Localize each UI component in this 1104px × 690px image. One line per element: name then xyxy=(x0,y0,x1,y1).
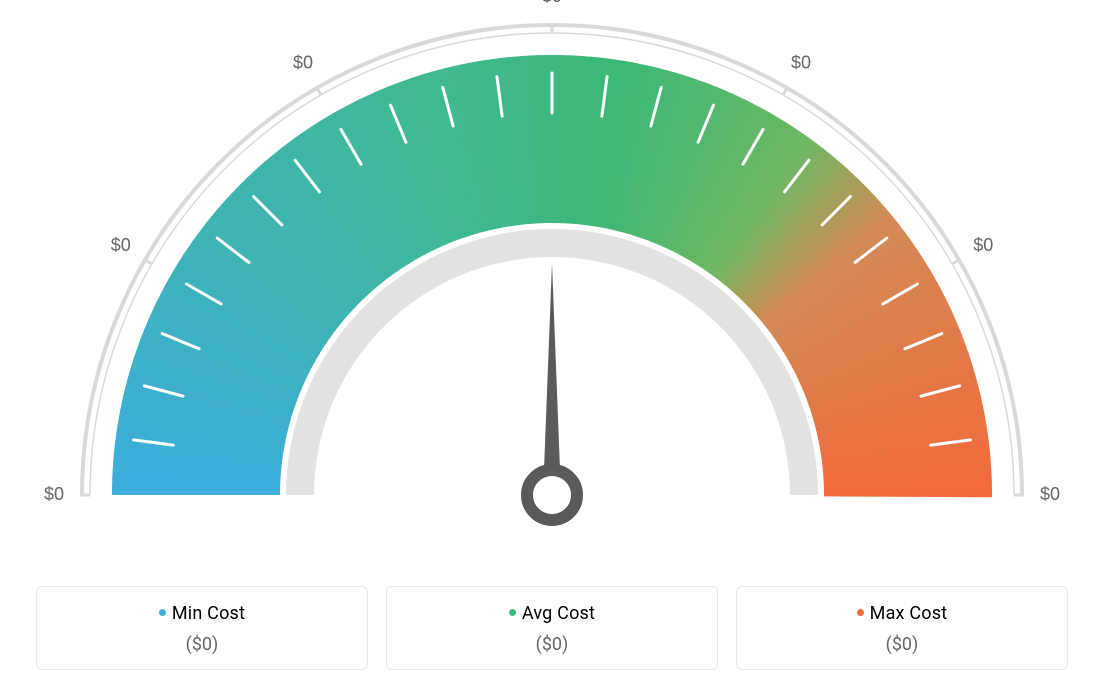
legend-label-max: Max Cost xyxy=(870,603,948,624)
legend-title-max: Max Cost xyxy=(747,603,1057,624)
legend-row: Min Cost ($0) Avg Cost ($0) Max Cost ($0… xyxy=(36,586,1068,670)
svg-text:$0: $0 xyxy=(111,235,131,255)
legend-title-min: Min Cost xyxy=(47,603,357,624)
legend-label-min: Min Cost xyxy=(172,603,245,624)
legend-label-avg: Avg Cost xyxy=(522,603,595,624)
legend-card-max: Max Cost ($0) xyxy=(736,586,1068,670)
legend-title-avg: Avg Cost xyxy=(397,603,707,624)
svg-text:$0: $0 xyxy=(791,52,811,72)
svg-text:$0: $0 xyxy=(1040,484,1060,504)
legend-dot-min xyxy=(159,609,166,616)
legend-card-min: Min Cost ($0) xyxy=(36,586,368,670)
cost-gauge-chart: $0 $0 $0 $0 $0 $0 $0 xyxy=(0,0,1104,560)
svg-text:$0: $0 xyxy=(542,0,562,6)
legend-card-avg: Avg Cost ($0) xyxy=(386,586,718,670)
svg-text:$0: $0 xyxy=(973,235,993,255)
gauge-svg: $0 $0 $0 $0 $0 $0 $0 xyxy=(0,0,1104,560)
svg-text:$0: $0 xyxy=(44,484,64,504)
legend-dot-avg xyxy=(509,609,516,616)
legend-value-avg: ($0) xyxy=(397,634,707,655)
legend-value-min: ($0) xyxy=(47,634,357,655)
legend-dot-max xyxy=(857,609,864,616)
legend-value-max: ($0) xyxy=(747,634,1057,655)
svg-text:$0: $0 xyxy=(293,52,313,72)
